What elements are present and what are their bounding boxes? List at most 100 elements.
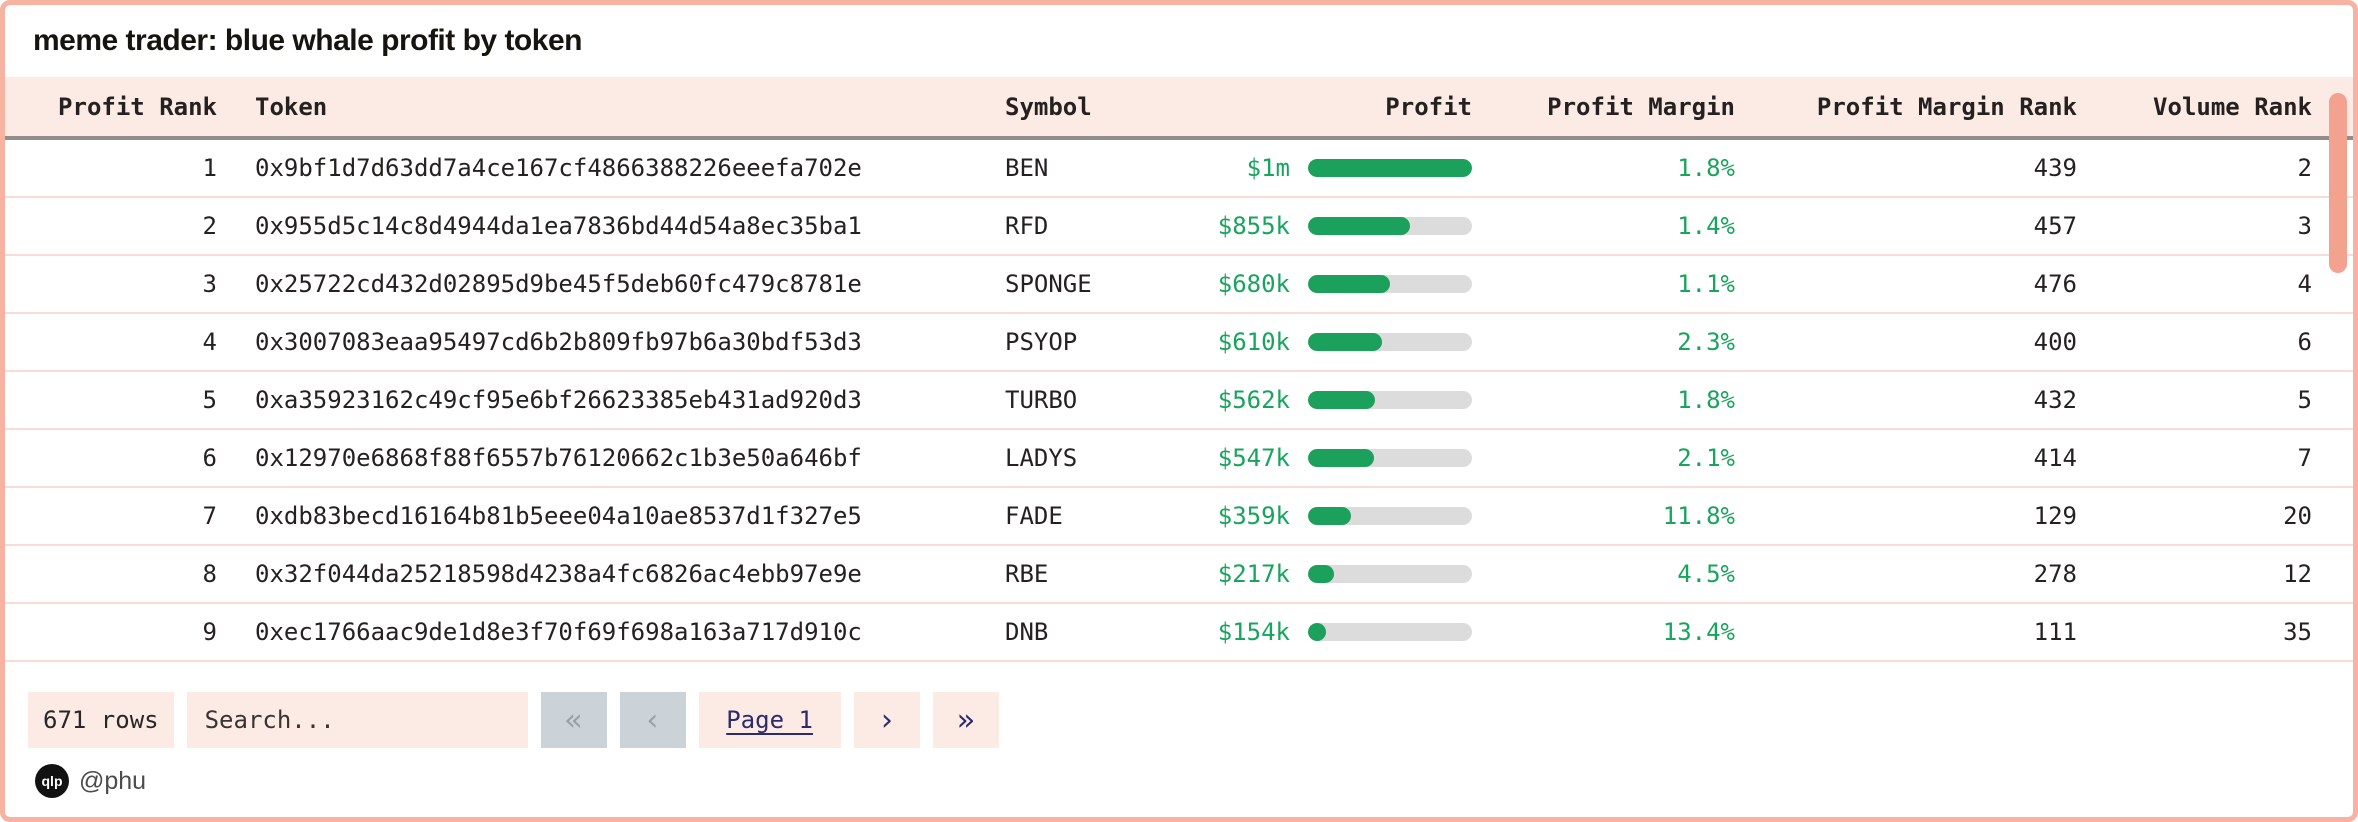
cell-symbol: BEN — [1005, 154, 1049, 182]
cell-profit-bar — [1290, 449, 1472, 467]
cell-volume-rank: 12 — [2283, 560, 2312, 588]
table-row: 7 0xdb83becd16164b81b5eee04a10ae8537d1f32… — [5, 488, 2353, 546]
table-row: 8 0x32f044da25218598d4238a4fc6826ac4ebb97… — [5, 546, 2353, 604]
cell-profit-margin: 1.1% — [1677, 270, 1735, 298]
profit-bar-track — [1308, 217, 1472, 235]
cell-profit-margin-rank: 129 — [2033, 502, 2077, 530]
profit-bar-track — [1308, 159, 1472, 177]
profit-bar-fill — [1308, 391, 1376, 409]
cell-profit-value: $154k — [1217, 618, 1290, 646]
cell-profit-rank: 8 — [202, 560, 217, 588]
cell-profit-margin-rank: 400 — [2033, 328, 2077, 356]
cell-token-address: 0x955d5c14c8d4944da1ea7836bd44d54a8ec35b… — [255, 212, 862, 240]
cell-profit-margin: 2.3% — [1677, 328, 1735, 356]
cell-profit-bar — [1290, 507, 1472, 525]
cell-profit-bar — [1290, 565, 1472, 583]
col-header-profit-margin-rank: Profit Margin Rank — [1816, 92, 2077, 121]
cell-profit-rank: 9 — [202, 618, 217, 646]
current-page-button[interactable]: Page 1 — [698, 692, 841, 748]
previous-page-button: ‹ — [619, 692, 686, 748]
profit-bar-fill — [1308, 333, 1382, 351]
cell-profit-margin: 4.5% — [1677, 560, 1735, 588]
cell-profit-margin: 1.4% — [1677, 212, 1735, 240]
cell-profit-margin-rank: 476 — [2033, 270, 2077, 298]
col-header-profit: Profit — [1385, 92, 1472, 121]
double-chevron-right-icon: » — [956, 702, 975, 738]
data-table: Profit Rank Token Symbol Profit Profit M… — [5, 77, 2353, 662]
profit-bar-fill — [1308, 449, 1374, 467]
chevron-left-icon: ‹ — [643, 702, 662, 738]
author-handle: @phu — [79, 766, 147, 795]
table-row: 4 0x3007083eaa95497cd6b2b809fb97b6a30bdf5… — [5, 314, 2353, 372]
profit-bar-fill — [1308, 217, 1410, 235]
table-row: 6 0x12970e6868f88f6557b76120662c1b3e50a64… — [5, 430, 2353, 488]
table-row: 2 0x955d5c14c8d4944da1ea7836bd44d54a8ec35… — [5, 198, 2353, 256]
cell-profit-value: $562k — [1217, 386, 1290, 414]
profit-bar-fill — [1308, 507, 1351, 525]
cell-profit-value: $359k — [1217, 502, 1290, 530]
row-count-badge: 671 rows — [28, 692, 174, 748]
cell-profit-margin-rank: 439 — [2033, 154, 2077, 182]
cell-volume-rank: 3 — [2297, 212, 2312, 240]
last-page-button[interactable]: » — [932, 692, 999, 748]
cell-symbol: TURBO — [1005, 386, 1078, 414]
cell-profit-bar — [1290, 623, 1472, 641]
cell-profit-rank: 6 — [202, 444, 217, 472]
cell-volume-rank: 2 — [2297, 154, 2312, 182]
cell-volume-rank: 4 — [2297, 270, 2312, 298]
cell-profit-value: $547k — [1217, 444, 1290, 472]
cell-profit-bar — [1290, 391, 1472, 409]
profit-bar-fill — [1308, 623, 1327, 641]
col-header-profit-rank: Profit Rank — [58, 92, 217, 121]
table-row: 9 0xec1766aac9de1d8e3f70f69f698a163a717d9… — [5, 604, 2353, 662]
qlp-logo-icon: qlp — [35, 764, 69, 798]
profit-bar-track — [1308, 275, 1472, 293]
cell-token-address: 0x9bf1d7d63dd7a4ce167cf4866388226eeefa70… — [255, 154, 862, 182]
chevron-right-icon: › — [877, 702, 896, 738]
col-header-volume-rank: Volume Rank — [2153, 92, 2312, 121]
cell-volume-rank: 7 — [2297, 444, 2312, 472]
cell-symbol: PSYOP — [1005, 328, 1078, 356]
table-body: 1 0x9bf1d7d63dd7a4ce167cf4866388226eeefa7… — [5, 140, 2353, 662]
search-input[interactable] — [186, 692, 528, 748]
cell-profit-margin-rank: 414 — [2033, 444, 2077, 472]
cell-profit-value: $610k — [1217, 328, 1290, 356]
cell-symbol: LADYS — [1005, 444, 1078, 472]
cell-symbol: SPONGE — [1005, 270, 1092, 298]
footer-toolbar: 671 rows « ‹ Page 1 › » — [28, 692, 2353, 748]
cell-token-address: 0x12970e6868f88f6557b76120662c1b3e50a646… — [255, 444, 862, 472]
cell-profit-margin: 13.4% — [1662, 618, 1735, 646]
cell-profit-margin-rank: 432 — [2033, 386, 2077, 414]
profit-bar-track — [1308, 333, 1472, 351]
cell-profit-rank: 2 — [202, 212, 217, 240]
cell-volume-rank: 6 — [2297, 328, 2312, 356]
col-header-symbol: Symbol — [1005, 92, 1092, 121]
vertical-scrollbar-thumb[interactable] — [2329, 93, 2347, 273]
profit-bar-fill — [1308, 159, 1472, 177]
profit-bar-track — [1308, 623, 1472, 641]
cell-token-address: 0xdb83becd16164b81b5eee04a10ae8537d1f327… — [255, 502, 862, 530]
table-row: 1 0x9bf1d7d63dd7a4ce167cf4866388226eeefa7… — [5, 140, 2353, 198]
cell-profit-bar — [1290, 159, 1472, 177]
cell-token-address: 0xa35923162c49cf95e6bf26623385eb431ad920… — [255, 386, 862, 414]
double-chevron-left-icon: « — [564, 702, 583, 738]
table-row: 3 0x25722cd432d02895d9be45f5deb60fc479c87… — [5, 256, 2353, 314]
credit-footer: qlp @phu — [35, 764, 2353, 798]
profit-bar-track — [1308, 449, 1472, 467]
cell-symbol: RBE — [1005, 560, 1049, 588]
cell-symbol: FADE — [1005, 502, 1063, 530]
cell-profit-margin-rank: 111 — [2033, 618, 2077, 646]
title-bar: meme trader: blue whale profit by token — [5, 5, 2353, 77]
profit-bar-fill — [1308, 565, 1335, 583]
profit-bar-track — [1308, 565, 1472, 583]
col-header-token: Token — [255, 92, 328, 121]
cell-profit-margin: 1.8% — [1677, 386, 1735, 414]
first-page-button: « — [540, 692, 607, 748]
next-page-button[interactable]: › — [853, 692, 920, 748]
cell-profit-rank: 5 — [202, 386, 217, 414]
cell-token-address: 0x3007083eaa95497cd6b2b809fb97b6a30bdf53… — [255, 328, 862, 356]
cell-symbol: RFD — [1005, 212, 1049, 240]
cell-volume-rank: 35 — [2283, 618, 2312, 646]
cell-profit-value: $217k — [1217, 560, 1290, 588]
